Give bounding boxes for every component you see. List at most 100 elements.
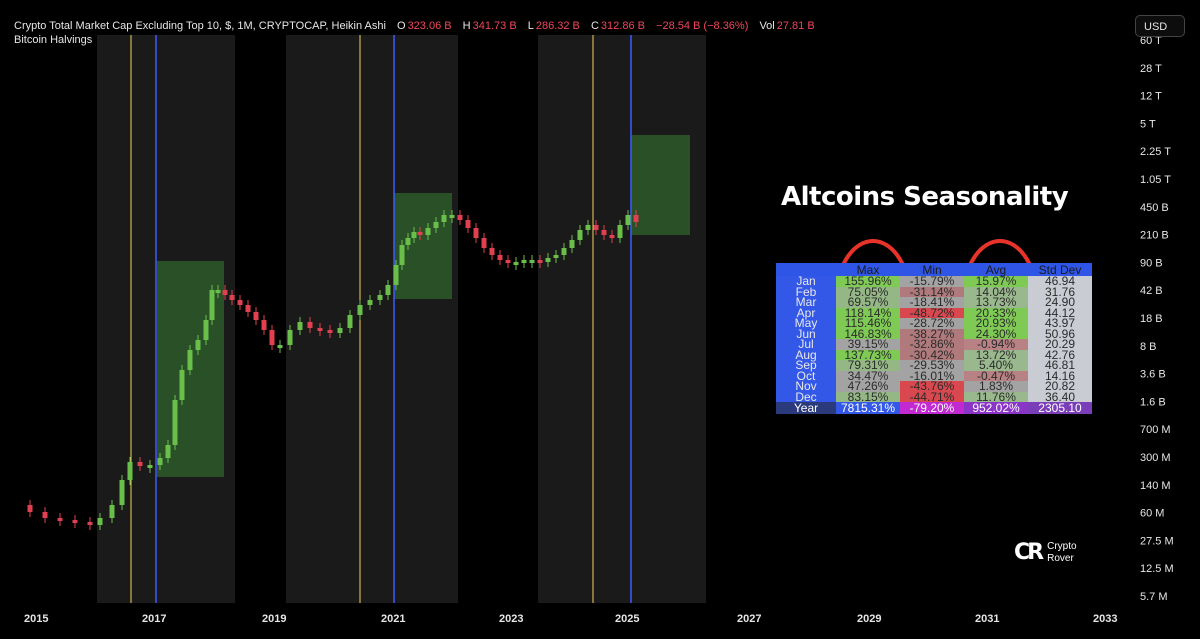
header-std: Std Dev bbox=[1028, 263, 1092, 276]
table-row: May 115.46% -28.72% 20.93% 43.97 bbox=[776, 318, 1092, 329]
candle-body bbox=[97, 518, 103, 525]
table-row: Dec 83.15% -44.71% 11.76% 36.40 bbox=[776, 391, 1092, 402]
candle-body bbox=[367, 300, 373, 305]
candle-body bbox=[119, 480, 125, 505]
candle-body bbox=[457, 215, 463, 220]
cell-min: -29.53% bbox=[900, 360, 964, 371]
cell-month: May bbox=[776, 318, 836, 329]
cell-month: Jan bbox=[776, 276, 836, 287]
open-value: 323.06 B bbox=[407, 20, 452, 32]
y-tick-label: 8 B bbox=[1140, 341, 1157, 353]
y-tick-label: 300 M bbox=[1140, 452, 1171, 464]
cell-std: 43.97 bbox=[1028, 318, 1092, 329]
candles bbox=[27, 210, 639, 530]
table-row: Nov 47.26% -43.76% 1.83% 20.82 bbox=[776, 381, 1092, 392]
cell-month: Jul bbox=[776, 339, 836, 350]
candle-body bbox=[209, 290, 215, 320]
candle-body bbox=[545, 258, 551, 262]
volume-label: Vol bbox=[759, 20, 775, 32]
candle-body bbox=[307, 322, 313, 328]
table-year-row: Year 7815.31% -79.20% 952.02% 2305.10 bbox=[776, 402, 1092, 414]
cell-std: 46.94 bbox=[1028, 276, 1092, 287]
cell-std: 20.29 bbox=[1028, 339, 1092, 350]
cell-month: Sep bbox=[776, 360, 836, 371]
candle-body bbox=[609, 235, 615, 238]
candle-body bbox=[229, 295, 235, 300]
y-tick-label: 42 B bbox=[1140, 285, 1163, 297]
candle-body bbox=[147, 465, 153, 468]
candle-body bbox=[222, 290, 228, 295]
y-tick-label: 210 B bbox=[1140, 230, 1169, 242]
candle-body bbox=[187, 350, 193, 370]
candle-body bbox=[425, 228, 431, 235]
table-row: Jun 146.83% -38.27% 24.30% 50.96 bbox=[776, 328, 1092, 339]
indicator-label[interactable]: Bitcoin Halvings bbox=[14, 34, 93, 46]
cell-max: 69.57% bbox=[836, 297, 900, 308]
cell-min: -16.01% bbox=[900, 370, 964, 381]
cell-min: -15.79% bbox=[900, 276, 964, 287]
cell-max: 34.47% bbox=[836, 370, 900, 381]
y-tick-label: 450 B bbox=[1140, 202, 1169, 214]
table-row: Jan 155.96% -15.79% 15.97% 46.94 bbox=[776, 276, 1092, 287]
table-corner bbox=[776, 263, 836, 276]
x-tick-label: 2033 bbox=[1093, 613, 1117, 625]
cell-month: Nov bbox=[776, 381, 836, 392]
candle-body bbox=[347, 315, 353, 328]
candle-body bbox=[577, 230, 583, 240]
y-tick-label: 18 B bbox=[1140, 313, 1163, 325]
x-tick-label: 2029 bbox=[857, 613, 881, 625]
cell-avg: 1.83% bbox=[964, 381, 1028, 392]
y-tick-label: 3.6 B bbox=[1140, 369, 1166, 381]
brand-line-1: Crypto bbox=[1047, 540, 1077, 552]
close-label: C bbox=[590, 20, 599, 32]
brand-logo: CR Crypto Rover bbox=[1014, 540, 1077, 565]
candle-body bbox=[297, 322, 303, 330]
cell-avg: 13.72% bbox=[964, 349, 1028, 360]
x-tick-label: 2027 bbox=[737, 613, 761, 625]
candle-body bbox=[405, 238, 411, 245]
cell-avg: -0.94% bbox=[964, 339, 1028, 350]
candle-body bbox=[377, 295, 383, 300]
cell-max: 118.14% bbox=[836, 307, 900, 318]
y-tick-label: 90 B bbox=[1140, 257, 1163, 269]
currency-button[interactable]: USD bbox=[1135, 15, 1185, 37]
x-tick-label: 2021 bbox=[381, 613, 405, 625]
header-avg: Avg bbox=[964, 263, 1028, 276]
cell-max: 115.46% bbox=[836, 318, 900, 329]
cell-std: 36.40 bbox=[1028, 391, 1092, 402]
candle-body bbox=[411, 232, 417, 238]
candle-body bbox=[481, 238, 487, 248]
cell-std: 50.96 bbox=[1028, 328, 1092, 339]
symbol-header: Crypto Total Market Cap Excluding Top 10… bbox=[14, 20, 817, 32]
brand-name: Crypto Rover bbox=[1047, 541, 1076, 565]
cell-std: 31.76 bbox=[1028, 286, 1092, 297]
candle-body bbox=[433, 222, 439, 228]
candle-body bbox=[317, 328, 323, 331]
cell-max: 39.15% bbox=[836, 339, 900, 350]
candle-body bbox=[87, 522, 93, 525]
y-tick-label: 12 T bbox=[1140, 91, 1162, 103]
table-row: Sep 79.31% -29.53% 5.40% 46.81 bbox=[776, 360, 1092, 371]
cell-month: Oct bbox=[776, 370, 836, 381]
cell-year-max: 7815.31% bbox=[836, 402, 900, 414]
candle-body bbox=[179, 370, 185, 400]
cell-month: Dec bbox=[776, 391, 836, 402]
candle-body bbox=[513, 262, 519, 265]
candle-body bbox=[633, 215, 639, 222]
cell-avg: 11.76% bbox=[964, 391, 1028, 402]
y-tick-label: 28 T bbox=[1140, 63, 1162, 75]
candle-body bbox=[521, 260, 527, 263]
candle-body bbox=[195, 340, 201, 350]
table-header-row: Max Min Avg Std Dev bbox=[776, 263, 1092, 276]
cell-std: 24.90 bbox=[1028, 297, 1092, 308]
overlay-title: Altcoins Seasonality bbox=[781, 182, 1069, 212]
candle-body bbox=[585, 225, 591, 230]
low-label: L bbox=[527, 20, 534, 32]
x-axis: 2015 2017 2019 2021 2023 2025 2027 2029 2031 2033 bbox=[24, 613, 1117, 625]
candle-body bbox=[529, 260, 535, 263]
candle-body bbox=[203, 320, 209, 340]
cell-min: -30.42% bbox=[900, 349, 964, 360]
candle-body bbox=[449, 215, 455, 218]
x-tick-label: 2015 bbox=[24, 613, 48, 625]
